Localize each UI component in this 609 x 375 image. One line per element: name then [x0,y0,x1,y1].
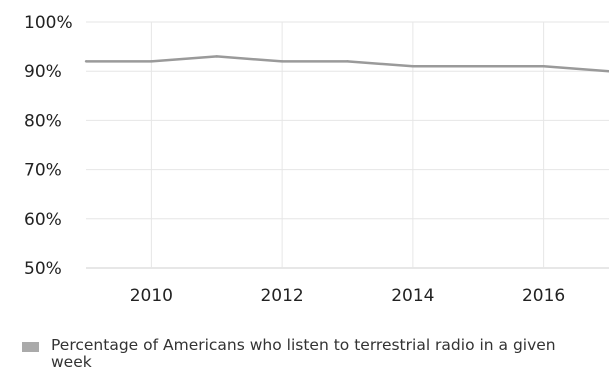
legend: Percentage of Americans who listen to te… [22,337,582,371]
legend-swatch [22,342,39,352]
data-point [150,60,153,63]
data-point [215,55,218,58]
data-point [411,65,415,68]
y-tick-label: 90% [24,62,62,82]
y-tick-label: 70% [24,161,62,181]
y-tick-label: 50% [24,259,62,279]
data-point [84,60,88,63]
y-tick-label: 80% [24,111,62,131]
y-tick-label: 100% [24,13,73,33]
line-chart: 50% 60% 70% 80% 90% 100% 2010 2012 2014 2016 [24,13,609,306]
x-tick-label: 2010 [130,286,173,306]
x-tick-label: 2014 [391,286,434,306]
series-line [86,55,609,73]
x-tick-label: 2012 [260,286,303,306]
x-tick-label: 2016 [522,286,565,306]
y-tick-label: 60% [24,210,62,230]
data-point [280,60,284,63]
data-point [346,60,349,63]
data-point [542,65,545,68]
data-point [477,65,480,68]
legend-label: Percentage of Americans who listen to te… [51,336,556,371]
